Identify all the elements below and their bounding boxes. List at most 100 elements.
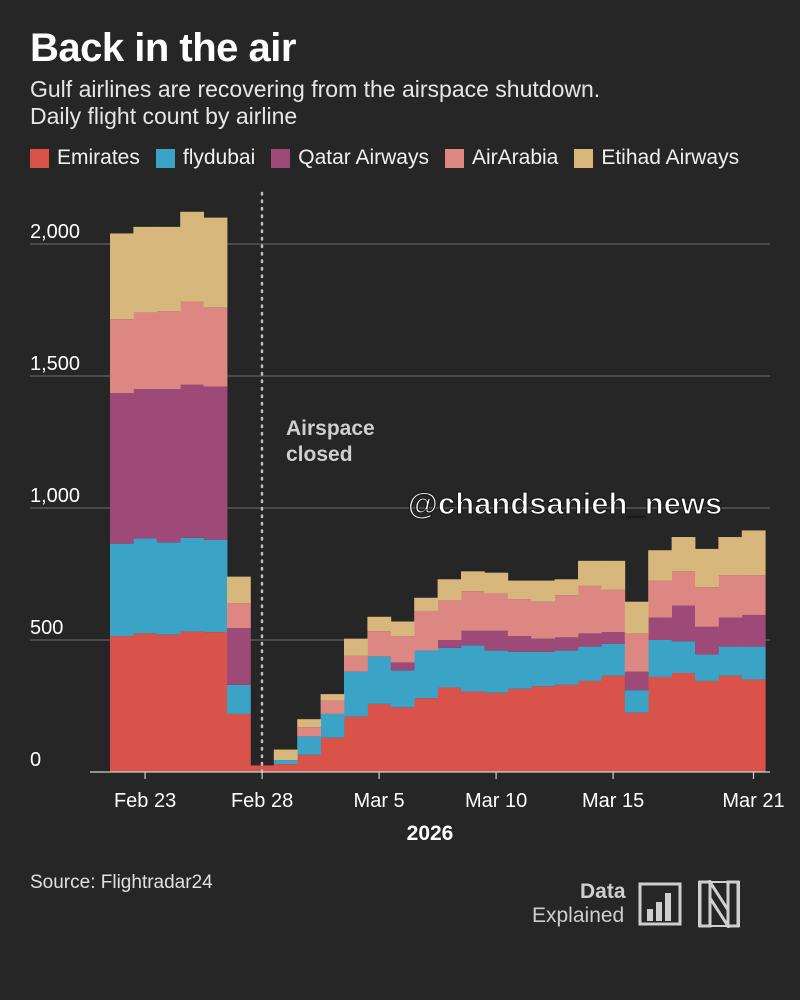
- area-segment: [367, 616, 392, 632]
- area-segment: [741, 679, 766, 772]
- area-segment: [297, 736, 321, 755]
- legend-swatch-emirates: [30, 148, 49, 168]
- n-logo-icon: [698, 880, 740, 928]
- source-note: Source: Flightradar24: [30, 872, 213, 893]
- area-segment: [671, 571, 696, 606]
- area-segment: [320, 700, 345, 714]
- area-segment: [741, 646, 766, 680]
- y-tick-label: 0: [30, 749, 41, 771]
- area-segment: [624, 601, 649, 634]
- x-tick-label: Mar 10: [465, 790, 527, 812]
- area-segment: [554, 595, 579, 638]
- area-segment: [695, 680, 719, 772]
- area-segment: [507, 651, 532, 689]
- area-segment: [133, 538, 158, 634]
- area-segment: [671, 537, 696, 572]
- area-segment: [180, 631, 204, 772]
- legend-label-airarabia: AirArabia: [471, 146, 559, 169]
- area-segment: [531, 686, 555, 772]
- area-segment: [554, 637, 579, 651]
- legend-item-flydubai: flydubai: [155, 146, 255, 170]
- area-segment: [367, 703, 392, 772]
- area-segment: [671, 673, 696, 772]
- area-segment: [437, 640, 462, 648]
- area-segment: [414, 698, 438, 772]
- watermark: @chandsanieh_news: [408, 486, 723, 521]
- area-segment: [367, 656, 392, 704]
- area-segment: [437, 687, 462, 772]
- area-segment: [484, 572, 509, 594]
- subtitle: Gulf airlines are recovering from the ai…: [30, 76, 770, 130]
- area-segment: [180, 537, 204, 632]
- subtitle-line-2: Daily flight count by airline: [30, 103, 298, 129]
- area-segment: [320, 713, 345, 738]
- subtitle-line-1: Gulf airlines are recovering from the ai…: [30, 76, 601, 102]
- annotation-line-1: Airspace: [286, 417, 375, 440]
- area-segment: [624, 712, 649, 772]
- area-segment: [203, 539, 228, 633]
- area-segment: [507, 599, 532, 637]
- area-segment: [484, 593, 509, 631]
- area-segment: [695, 548, 719, 588]
- area-segment: [414, 597, 438, 611]
- area-segment: [601, 675, 626, 772]
- area-segment: [624, 633, 649, 672]
- y-tick-label: 2,000: [30, 221, 80, 243]
- annotation-line-2: closed: [286, 443, 353, 466]
- area-segment: [133, 633, 158, 772]
- x-tick-label: Mar 21: [722, 790, 784, 812]
- series-emirates: [110, 631, 766, 772]
- area-segment: [648, 676, 672, 772]
- area-segment: [437, 647, 462, 688]
- area-segment: [507, 688, 532, 772]
- legend-label-emirates: Emirates: [57, 146, 140, 169]
- area-segment: [554, 650, 579, 685]
- area-segment: [741, 614, 766, 647]
- area-segment: [695, 654, 719, 681]
- area-segment: [601, 632, 626, 644]
- area-layer: [110, 211, 766, 772]
- area-segment: [531, 580, 555, 602]
- legend-label-qatar: Qatar Airways: [298, 146, 429, 169]
- area-segment: [273, 760, 298, 765]
- area-segment: [390, 636, 415, 663]
- area-segment: [227, 603, 251, 629]
- x-tick-label: Feb 28: [231, 790, 293, 812]
- area-segment: [133, 389, 158, 539]
- area-segment: [273, 764, 298, 772]
- area-segment: [741, 575, 766, 615]
- page-title: Back in the air: [30, 26, 296, 70]
- area-segment: [110, 393, 134, 544]
- legend-swatch-flydubai: [155, 148, 175, 168]
- area-segment: [531, 601, 555, 639]
- area-segment: [133, 226, 158, 313]
- area-segment: [227, 713, 251, 772]
- y-tick-label: 1,000: [30, 485, 80, 507]
- area-segment: [601, 589, 626, 633]
- area-segment: [203, 632, 228, 772]
- area-segment: [648, 550, 672, 581]
- area-segment: [718, 537, 743, 576]
- area-segment: [390, 670, 415, 708]
- area-segment: [718, 575, 743, 618]
- area-segment: [344, 638, 368, 656]
- legend-swatch-etihad: [574, 148, 594, 168]
- y-tick-label: 500: [30, 617, 63, 639]
- brand-explained-text: Explained: [532, 904, 625, 927]
- area-segment: [461, 630, 485, 646]
- legend-item-qatar: Qatar Airways: [271, 146, 429, 170]
- area-segment: [741, 530, 766, 576]
- area-segment: [671, 641, 696, 673]
- area-segment: [320, 694, 345, 701]
- area-segment: [297, 719, 321, 728]
- axis-layer: 0 500 1,000 1,500 2,000 Feb 23 Feb 28 Mar 5 Mar …: [30, 221, 785, 812]
- bar-chart-icon: [638, 882, 682, 926]
- brand-logo: Data Explained: [530, 880, 770, 940]
- area-segment: [156, 634, 181, 772]
- area-segment: [648, 580, 672, 618]
- legend-item-etihad: Etihad Airways: [574, 146, 739, 170]
- area-segment: [648, 617, 672, 640]
- area-segment: [110, 233, 134, 320]
- area-segment: [531, 651, 555, 687]
- area-segment: [437, 600, 462, 640]
